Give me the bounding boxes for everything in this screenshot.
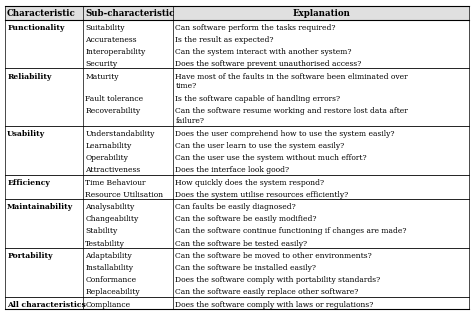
Text: Have most of the faults in the software been eliminated over: Have most of the faults in the software …: [175, 72, 408, 81]
Text: Does the user comprehend how to use the system easily?: Does the user comprehend how to use the …: [175, 130, 395, 138]
Text: Can the software continue functioning if changes are made?: Can the software continue functioning if…: [175, 227, 407, 235]
Text: Does the software comply with laws or regulations?: Does the software comply with laws or re…: [175, 301, 374, 309]
Text: Installability: Installability: [85, 264, 133, 272]
Text: Maintainability: Maintainability: [7, 203, 73, 211]
Text: time?: time?: [175, 82, 197, 90]
Text: Adaptability: Adaptability: [85, 252, 132, 260]
Text: Usability: Usability: [7, 130, 45, 138]
Text: Does the system utilise resources efficiently?: Does the system utilise resources effici…: [175, 191, 349, 199]
Text: Stability: Stability: [85, 227, 118, 235]
Text: Accurateness: Accurateness: [85, 36, 137, 44]
Text: Can the software easily replace other software?: Can the software easily replace other so…: [175, 289, 359, 296]
Text: Operability: Operability: [85, 154, 128, 162]
Text: Explanation: Explanation: [292, 9, 350, 18]
Text: Analysability: Analysability: [85, 203, 135, 211]
Text: Time Behaviour: Time Behaviour: [85, 179, 146, 187]
Text: Maturity: Maturity: [85, 72, 119, 81]
Text: failure?: failure?: [175, 117, 204, 124]
Text: Can the user use the system without much effort?: Can the user use the system without much…: [175, 154, 367, 162]
Text: Functionality: Functionality: [7, 24, 64, 32]
Text: Changeability: Changeability: [85, 215, 138, 223]
Text: Does the software comply with portability standards?: Does the software comply with portabilit…: [175, 276, 381, 284]
Text: Is the software capable of handling errors?: Is the software capable of handling erro…: [175, 95, 340, 103]
Text: Is the result as expected?: Is the result as expected?: [175, 36, 274, 44]
Text: Security: Security: [85, 60, 118, 68]
Text: Can software perform the tasks required?: Can software perform the tasks required?: [175, 24, 336, 32]
Text: Resource Utilisation: Resource Utilisation: [85, 191, 164, 199]
Text: Interoperability: Interoperability: [85, 48, 146, 56]
Text: Can the software be installed easily?: Can the software be installed easily?: [175, 264, 316, 272]
Text: Can faults be easily diagnosed?: Can faults be easily diagnosed?: [175, 203, 296, 211]
Text: Does the software prevent unauthorised access?: Does the software prevent unauthorised a…: [175, 60, 362, 68]
Text: Does the interface look good?: Does the interface look good?: [175, 166, 290, 175]
Text: Can the software be tested easily?: Can the software be tested easily?: [175, 240, 308, 248]
Text: Can the system interact with another system?: Can the system interact with another sys…: [175, 48, 352, 56]
Text: Fault tolerance: Fault tolerance: [85, 95, 144, 103]
Text: Replaceability: Replaceability: [85, 289, 140, 296]
Text: Can the software be moved to other environments?: Can the software be moved to other envir…: [175, 252, 372, 260]
Text: Sub-characteristic: Sub-characteristic: [85, 9, 175, 18]
Text: All characteristics: All characteristics: [7, 301, 86, 309]
Text: Learnability: Learnability: [85, 142, 132, 150]
Text: Characteristic: Characteristic: [7, 9, 76, 18]
Text: Can the user learn to use the system easily?: Can the user learn to use the system eas…: [175, 142, 345, 150]
Text: Attractiveness: Attractiveness: [85, 166, 141, 175]
Text: Understandability: Understandability: [85, 130, 155, 138]
Text: Testability: Testability: [85, 240, 125, 248]
Text: Conformance: Conformance: [85, 276, 137, 284]
Text: Efficiency: Efficiency: [7, 179, 50, 187]
Text: Can the software resume working and restore lost data after: Can the software resume working and rest…: [175, 107, 408, 115]
Text: Portability: Portability: [7, 252, 53, 260]
Text: How quickly does the system respond?: How quickly does the system respond?: [175, 179, 325, 187]
Text: Suitability: Suitability: [85, 24, 125, 32]
Bar: [5, 6, 469, 20]
Text: Recoverability: Recoverability: [85, 107, 140, 115]
Text: Reliability: Reliability: [7, 72, 52, 81]
Text: Compliance: Compliance: [85, 301, 130, 309]
Text: Can the software be easily modified?: Can the software be easily modified?: [175, 215, 317, 223]
